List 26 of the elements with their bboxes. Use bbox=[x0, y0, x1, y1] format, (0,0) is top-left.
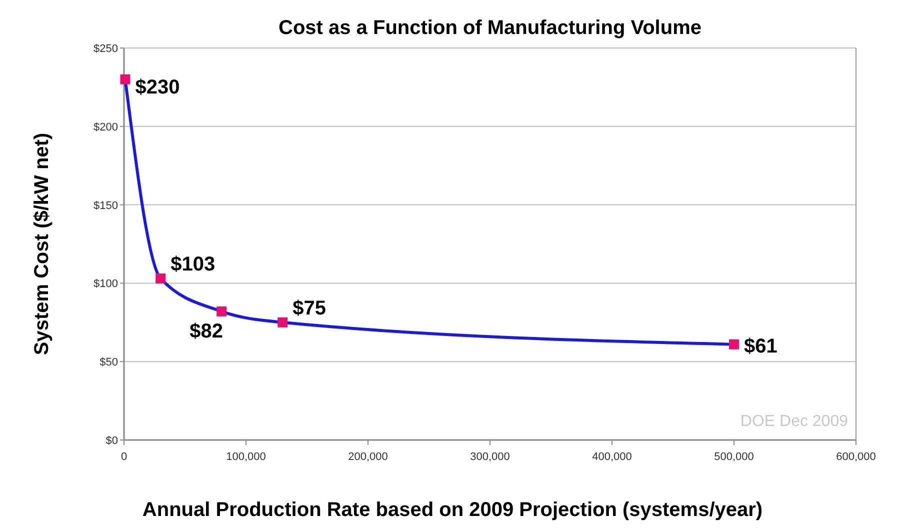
point bbox=[729, 339, 739, 350]
y-tick-label: $200 bbox=[94, 121, 118, 134]
y-tick-label: $150 bbox=[94, 200, 118, 212]
point bbox=[278, 317, 288, 328]
point bbox=[216, 306, 227, 316]
x-tick-label: 200,000 bbox=[348, 451, 388, 463]
y-tick-label: $100 bbox=[94, 278, 118, 290]
y-tick-label: $0 bbox=[106, 435, 118, 447]
y-tick-label: $50 bbox=[100, 356, 118, 369]
x-tick-label: 400,000 bbox=[592, 451, 632, 463]
data-label: $61 bbox=[744, 335, 778, 358]
y-axis-title: System Cost ($/kW net) bbox=[31, 132, 53, 356]
x-axis-title: Annual Production Rate based on 2009 Projection (systems/year) bbox=[142, 499, 763, 521]
data-label: $103 bbox=[170, 253, 216, 276]
x-tick-label: 600,000 bbox=[836, 451, 876, 463]
x-tick-label: 0 bbox=[120, 451, 128, 463]
x-tick-label: 100,000 bbox=[226, 451, 266, 463]
data-label: $82 bbox=[190, 320, 223, 342]
chart-title: Cost as a Function of Manufacturing Volume bbox=[278, 17, 702, 39]
data-label: $230 bbox=[135, 76, 180, 98]
data-label: $75 bbox=[292, 297, 326, 320]
x-tick-label: 300,000 bbox=[470, 451, 510, 463]
point bbox=[156, 273, 166, 284]
point bbox=[120, 74, 130, 84]
x-tick-label: 500,000 bbox=[714, 451, 754, 463]
y-tick-label: $250 bbox=[94, 43, 118, 55]
